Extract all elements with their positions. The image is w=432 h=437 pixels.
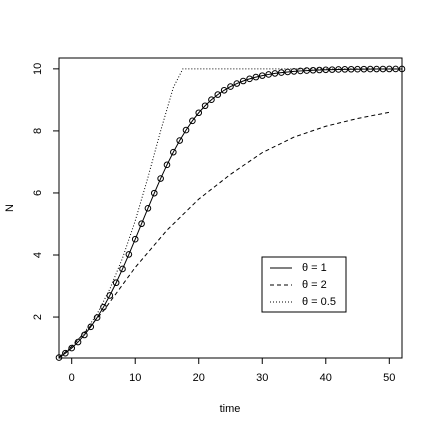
point — [366, 65, 374, 73]
x-tick-label: 50 — [383, 372, 395, 384]
point — [335, 66, 342, 73]
point — [138, 220, 145, 228]
point — [360, 65, 368, 73]
y-tick-label: 4 — [32, 252, 44, 258]
x-axis-label: time — [220, 403, 241, 415]
x-tick-label: 10 — [129, 372, 141, 384]
point — [233, 80, 241, 87]
x-tick-label: 40 — [320, 372, 332, 384]
y-tick-label: 2 — [32, 314, 44, 320]
point — [106, 292, 114, 299]
point — [258, 72, 266, 79]
point — [297, 67, 304, 75]
y-tick-label: 10 — [32, 63, 44, 75]
legend-box — [261, 256, 347, 313]
point — [303, 67, 311, 74]
point — [68, 344, 76, 352]
point — [157, 175, 164, 182]
point — [119, 265, 126, 273]
x-tick-label: 20 — [193, 372, 205, 384]
y-tick-label: 6 — [32, 190, 44, 196]
point — [125, 251, 133, 258]
point — [176, 137, 183, 144]
point — [246, 75, 253, 83]
point — [208, 96, 215, 104]
point — [163, 161, 171, 169]
point — [227, 83, 234, 90]
point — [322, 66, 330, 74]
point — [252, 73, 260, 81]
point — [239, 77, 247, 85]
legend-label: θ = 1 — [302, 262, 327, 274]
point — [328, 66, 336, 73]
y-tick-label: 8 — [32, 128, 44, 134]
point — [220, 86, 228, 94]
point — [112, 279, 120, 287]
point — [373, 65, 380, 73]
x-tick-label: 30 — [256, 372, 268, 384]
point — [278, 69, 285, 76]
point — [195, 109, 203, 117]
point — [265, 71, 272, 78]
point — [182, 126, 190, 134]
point — [201, 102, 209, 110]
plot-frame — [58, 57, 403, 359]
point — [271, 70, 279, 77]
point — [100, 303, 107, 311]
point — [131, 235, 139, 243]
point — [189, 117, 196, 125]
point — [62, 349, 69, 357]
point — [214, 91, 222, 98]
point — [316, 66, 323, 74]
point — [309, 66, 317, 74]
point — [144, 204, 152, 212]
legend-label: θ = 2 — [302, 279, 327, 291]
point — [170, 148, 177, 156]
legend-label: θ = 0.5 — [302, 296, 336, 308]
series-line — [58, 111, 390, 358]
point — [150, 189, 158, 197]
x-tick-label: 0 — [69, 372, 75, 384]
point — [379, 65, 387, 73]
y-axis-label: N — [4, 204, 16, 212]
